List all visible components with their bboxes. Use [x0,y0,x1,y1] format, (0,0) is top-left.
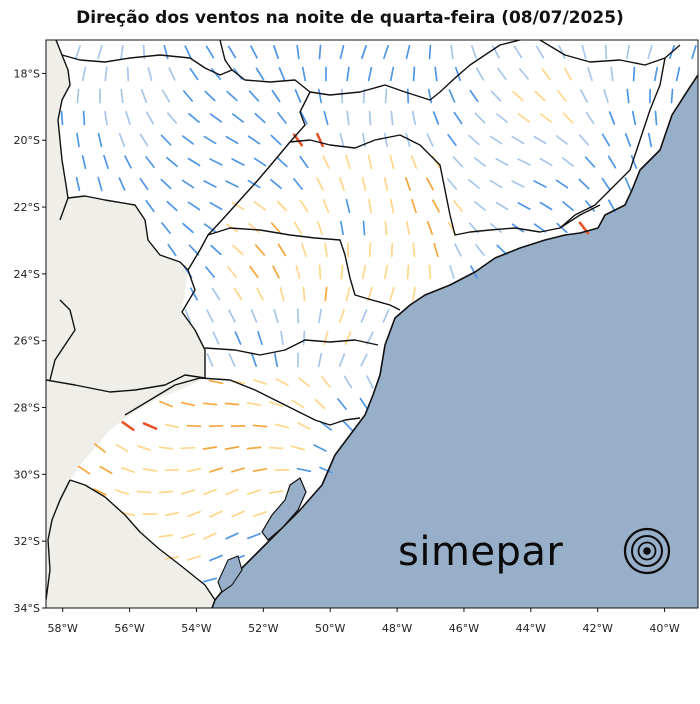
wind-vector [364,222,365,235]
simepar-logo-text: simepar [398,529,563,575]
longitude-axis: 58°W 56°W 54°W 52°W 50°W 48°W 46°W 44°W 42°W 40°W [48,608,680,635]
lon-tick-label: 42°W [583,622,613,635]
lat-tick-label: 22°S [14,201,40,214]
latitude-axis: 18°S 20°S 22°S 24°S 26°S 28°S 30°S 32°S 34°S [14,67,46,615]
lat-tick-label: 18°S [14,67,40,80]
wind-vector [386,90,387,103]
lon-tick-label: 46°W [449,622,479,635]
wind-vector [226,403,239,404]
wind-vector [62,112,63,125]
lat-tick-label: 32°S [14,535,40,548]
wind-vector [298,310,299,323]
wind-vector [160,491,173,492]
lon-tick-label: 56°W [114,622,144,635]
wind-vector [414,68,415,81]
lon-tick-label: 58°W [48,622,78,635]
lat-tick-label: 34°S [14,602,40,615]
concentric-rings-icon [625,529,669,573]
wind-vector [370,112,371,125]
lon-tick-label: 48°W [382,622,412,635]
lon-tick-label: 44°W [516,622,546,635]
wind-vector [128,68,129,81]
wind-vector [84,112,85,125]
lon-tick-label: 40°W [649,622,679,635]
lat-tick-label: 28°S [14,402,40,415]
wind-vector [320,266,321,279]
map-title: Direção dos ventos na noite de quarta-fe… [0,8,700,28]
wind-vector [188,426,201,427]
lat-tick-label: 30°S [14,468,40,481]
wind-vector [182,448,195,449]
lat-tick-label: 20°S [14,134,40,147]
wind-vector [391,112,392,125]
wind-vector [430,46,431,59]
wind-vector [248,447,261,448]
lon-tick-label: 54°W [181,622,211,635]
wind-vector [370,244,371,257]
lat-tick-label: 26°S [14,335,40,348]
wind-vector [656,112,657,125]
lon-tick-label: 50°W [315,622,345,635]
wind-vector [254,425,267,426]
wind-vector [270,448,283,449]
wind-vector [634,68,635,81]
wind-vector [606,46,607,59]
wind-vector [166,470,179,471]
lat-tick-label: 24°S [14,268,40,281]
wind-vector [430,266,431,279]
wind-vector [408,266,409,279]
wind-vector [413,244,414,257]
wind-vector [341,266,342,279]
wind-vector [78,90,79,103]
lon-tick-label: 52°W [248,622,278,635]
wind-vector [304,288,305,301]
wind-vector [385,222,386,235]
wind-vector [304,332,305,345]
wind-vector [320,46,321,59]
wind-vector [672,90,673,103]
